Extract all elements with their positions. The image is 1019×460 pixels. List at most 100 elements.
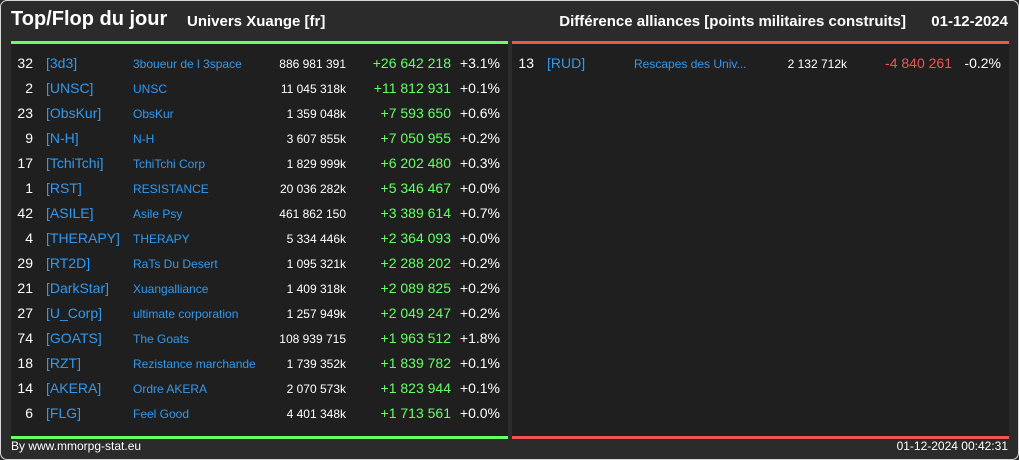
difference-cell: +2 288 202 bbox=[380, 255, 451, 271]
alliance-tag-link[interactable]: [ASILE] bbox=[46, 205, 94, 221]
difference-cell: +7 593 650 bbox=[380, 105, 451, 121]
difference-cell: +5 346 467 bbox=[380, 180, 451, 196]
alliance-name-link[interactable]: Xuangalliance bbox=[133, 282, 209, 296]
difference-cell: +6 202 480 bbox=[380, 155, 451, 171]
alliance-tag-link[interactable]: [THERAPY] bbox=[46, 230, 120, 246]
alliance-tag-link[interactable]: [RT2D] bbox=[46, 255, 91, 271]
alliance-tag-link[interactable]: [3d3] bbox=[46, 55, 78, 71]
points-cell: 1 257 949k bbox=[286, 307, 346, 321]
alliance-name-link[interactable]: UNSC bbox=[133, 82, 168, 96]
alliance-tag-link[interactable]: [RZT] bbox=[46, 355, 81, 371]
rank-cell: 32 bbox=[17, 55, 33, 71]
rank-cell: 13 bbox=[518, 55, 534, 71]
points-cell: 2 132 712k bbox=[787, 57, 847, 71]
alliance-tag-link[interactable]: [ObsKur] bbox=[46, 105, 102, 121]
percent-cell: +0.0% bbox=[459, 230, 500, 246]
alliance-name-link[interactable]: TchiTchi Corp bbox=[133, 157, 206, 171]
top-panel: 32 [3d3] 3boueur de l 3space 886 981 391 +26… bbox=[11, 41, 508, 439]
rank-cell: 9 bbox=[25, 130, 33, 146]
top-row: 29 [RT2D] RaTs Du Desert 1 095 321k +2 288 2… bbox=[11, 251, 508, 276]
points-cell: 108 939 715 bbox=[279, 332, 346, 346]
points-cell: 1 829 999k bbox=[286, 157, 346, 171]
header-date: 01-12-2024 bbox=[931, 13, 1008, 30]
alliance-tag-link[interactable]: [N-H] bbox=[46, 130, 79, 146]
rank-cell: 4 bbox=[25, 230, 33, 246]
difference-cell: +11 812 931 bbox=[373, 80, 451, 96]
points-cell: 1 359 048k bbox=[286, 107, 346, 121]
rank-cell: 6 bbox=[25, 405, 33, 421]
difference-cell: +3 389 614 bbox=[380, 205, 451, 221]
rank-cell: 29 bbox=[17, 255, 33, 271]
percent-cell: +1.8% bbox=[459, 330, 500, 346]
rank-cell: 27 bbox=[17, 305, 33, 321]
alliance-tag-link[interactable]: [TchiTchi] bbox=[46, 155, 104, 171]
top-row: 2 [UNSC] UNSC 11 045 318k +11 812 931 +0.1% bbox=[11, 76, 508, 101]
difference-cell: +1 839 782 bbox=[380, 355, 451, 371]
points-cell: 11 045 318k bbox=[280, 82, 346, 96]
alliance-name-link[interactable]: The Goats bbox=[133, 332, 190, 346]
alliance-tag-link[interactable]: [DarkStar] bbox=[46, 280, 110, 296]
top-row: 32 [3d3] 3boueur de l 3space 886 981 391 +26… bbox=[11, 51, 508, 76]
alliance-tag-link[interactable]: [GOATS] bbox=[46, 330, 102, 346]
rank-cell: 42 bbox=[17, 205, 33, 221]
percent-cell: +0.1% bbox=[459, 355, 500, 371]
top-row: 74 [GOATS] The Goats 108 939 715 +1 963 512 +… bbox=[11, 326, 508, 351]
percent-cell: -0.2% bbox=[964, 55, 1001, 71]
percent-cell: +0.2% bbox=[459, 130, 500, 146]
rank-cell: 2 bbox=[25, 80, 33, 96]
difference-cell: -4 840 261 bbox=[885, 55, 952, 71]
top-row: 1 [RST] RESISTANCE 20 036 282k +5 346 467 +0.… bbox=[11, 176, 508, 201]
alliance-name-link[interactable]: Ordre AKERA bbox=[133, 382, 208, 396]
alliance-name-link[interactable]: RESISTANCE bbox=[133, 182, 209, 196]
top-row: 18 [RZT] Rezistance marchande 1 739 352k +1 … bbox=[11, 351, 508, 376]
percent-cell: +0.0% bbox=[459, 180, 500, 196]
alliance-tag-link[interactable]: [U_Corp] bbox=[46, 305, 103, 321]
difference-cell: +2 089 825 bbox=[380, 280, 451, 296]
top-row: 6 [FLG] Feel Good 4 401 348k +1 713 561 +0.0% bbox=[11, 401, 508, 426]
rank-cell: 17 bbox=[17, 155, 33, 171]
alliance-name-link[interactable]: Rescapes des Univ... bbox=[634, 57, 747, 71]
alliance-name-link[interactable]: ObsKur bbox=[133, 107, 174, 121]
difference-cell: +1 963 512 bbox=[380, 330, 451, 346]
points-cell: 1 739 352k bbox=[286, 357, 346, 371]
footer-timestamp: 01-12-2024 00:42:31 bbox=[896, 439, 1008, 453]
header: Top/Flop du jour Univers Xuange [fr] Dif… bbox=[1, 1, 1018, 41]
top-row: 4 [THERAPY] THERAPY 5 334 446k +2 364 093 +0.… bbox=[11, 226, 508, 251]
alliance-tag-link[interactable]: [FLG] bbox=[46, 405, 82, 421]
percent-cell: +0.7% bbox=[459, 205, 500, 221]
alliance-tag-link[interactable]: [RUD] bbox=[547, 55, 586, 71]
difference-cell: +26 642 218 bbox=[372, 55, 451, 71]
points-cell: 4 401 348k bbox=[286, 407, 346, 421]
flop-row: 13 [RUD] Rescapes des Univ... 2 132 712k -4 … bbox=[512, 51, 1009, 76]
top-row: 21 [DarkStar] Xuangalliance 1 409 318k +2 08… bbox=[11, 276, 508, 301]
source-link[interactable]: By www.mmorpg-stat.eu bbox=[11, 439, 142, 453]
percent-cell: +0.2% bbox=[459, 305, 500, 321]
points-cell: 2 070 573k bbox=[286, 382, 346, 396]
flop-panel: 13 [RUD] Rescapes des Univ... 2 132 712k -4 … bbox=[512, 41, 1009, 439]
percent-cell: +0.6% bbox=[459, 105, 500, 121]
alliance-tag-link[interactable]: [RST] bbox=[46, 180, 82, 196]
rank-cell: 18 bbox=[17, 355, 33, 371]
alliance-tag-link[interactable]: [AKERA] bbox=[46, 380, 102, 396]
points-cell: 5 334 446k bbox=[286, 232, 346, 246]
rank-cell: 14 bbox=[17, 380, 33, 396]
percent-cell: +3.1% bbox=[459, 55, 500, 71]
points-cell: 20 036 282k bbox=[279, 182, 346, 196]
alliance-name-link[interactable]: N-H bbox=[133, 132, 155, 146]
difference-cell: +7 050 955 bbox=[380, 130, 451, 146]
rank-cell: 74 bbox=[17, 330, 33, 346]
alliance-name-link[interactable]: THERAPY bbox=[133, 232, 190, 246]
difference-cell: +2 049 247 bbox=[380, 305, 451, 321]
top-row: 27 [U_Corp] ultimate corporation 1 257 949k… bbox=[11, 301, 508, 326]
alliance-name-link[interactable]: RaTs Du Desert bbox=[133, 257, 218, 271]
points-cell: 1 409 318k bbox=[286, 282, 346, 296]
alliance-name-link[interactable]: Asile Psy bbox=[133, 207, 183, 221]
page-title: Top/Flop du jour bbox=[11, 8, 168, 30]
alliance-name-link[interactable]: Feel Good bbox=[133, 407, 190, 421]
rank-cell: 21 bbox=[17, 280, 33, 296]
alliance-tag-link[interactable]: [UNSC] bbox=[46, 80, 94, 96]
alliance-name-link[interactable]: 3boueur de l 3space bbox=[133, 57, 242, 71]
alliance-name-link[interactable]: ultimate corporation bbox=[133, 307, 239, 321]
alliance-name-link[interactable]: Rezistance marchande bbox=[133, 357, 256, 371]
points-cell: 461 862 150 bbox=[279, 207, 346, 221]
